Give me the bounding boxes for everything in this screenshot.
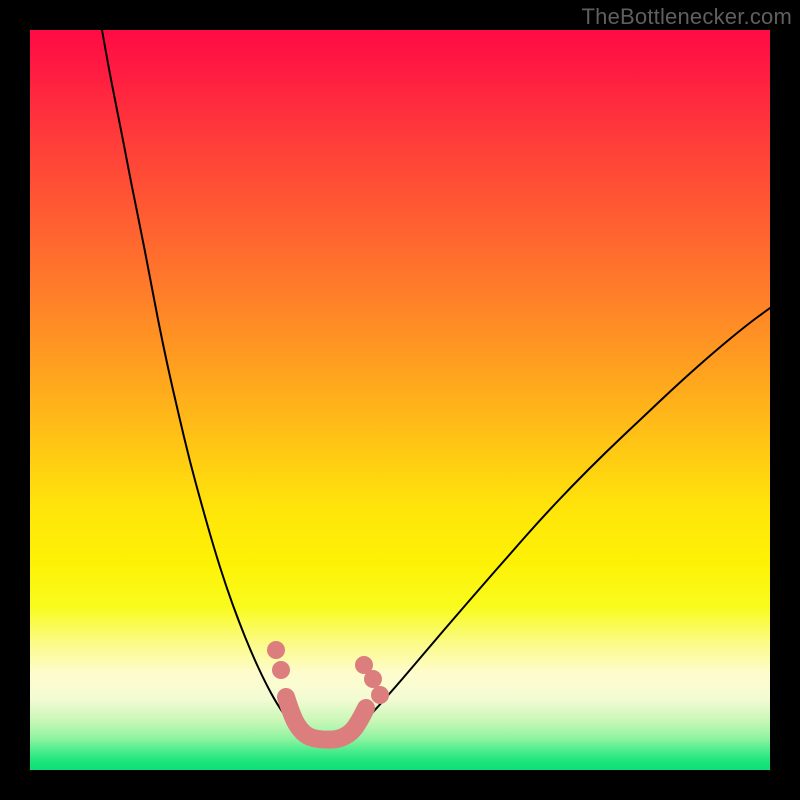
- marker-right-dot-1: [364, 670, 382, 688]
- gradient-background: [30, 30, 770, 770]
- chart-svg: [0, 0, 800, 800]
- marker-right-dot-2: [371, 686, 389, 704]
- marker-left-dot-1: [272, 661, 290, 679]
- watermark-text: TheBottlenecker.com: [582, 4, 792, 30]
- marker-left-dot-0: [267, 641, 285, 659]
- chart-canvas: TheBottlenecker.com: [0, 0, 800, 800]
